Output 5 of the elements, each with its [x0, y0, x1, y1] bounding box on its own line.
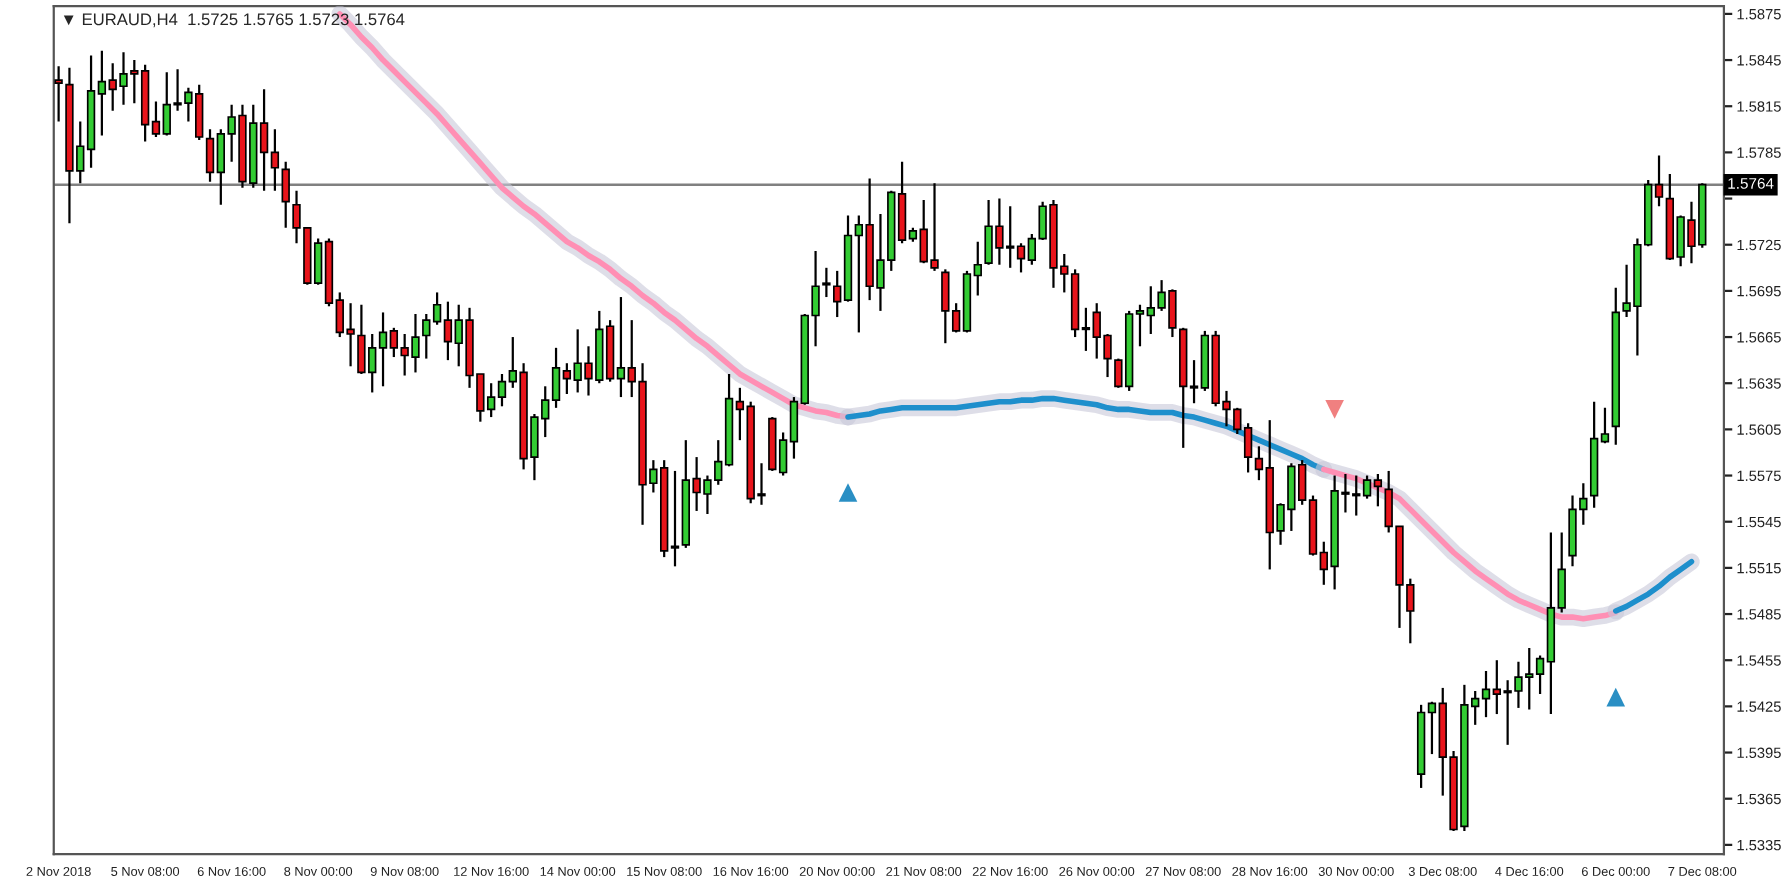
chart-title: ▼ EURAUD,H4 1.5725 1.5765 1.5723 1.5764: [63, 13, 405, 28]
point: [1606, 687, 1626, 707]
point: [838, 483, 858, 502]
candlestick: [54, 65, 63, 123]
point: [1325, 400, 1344, 419]
